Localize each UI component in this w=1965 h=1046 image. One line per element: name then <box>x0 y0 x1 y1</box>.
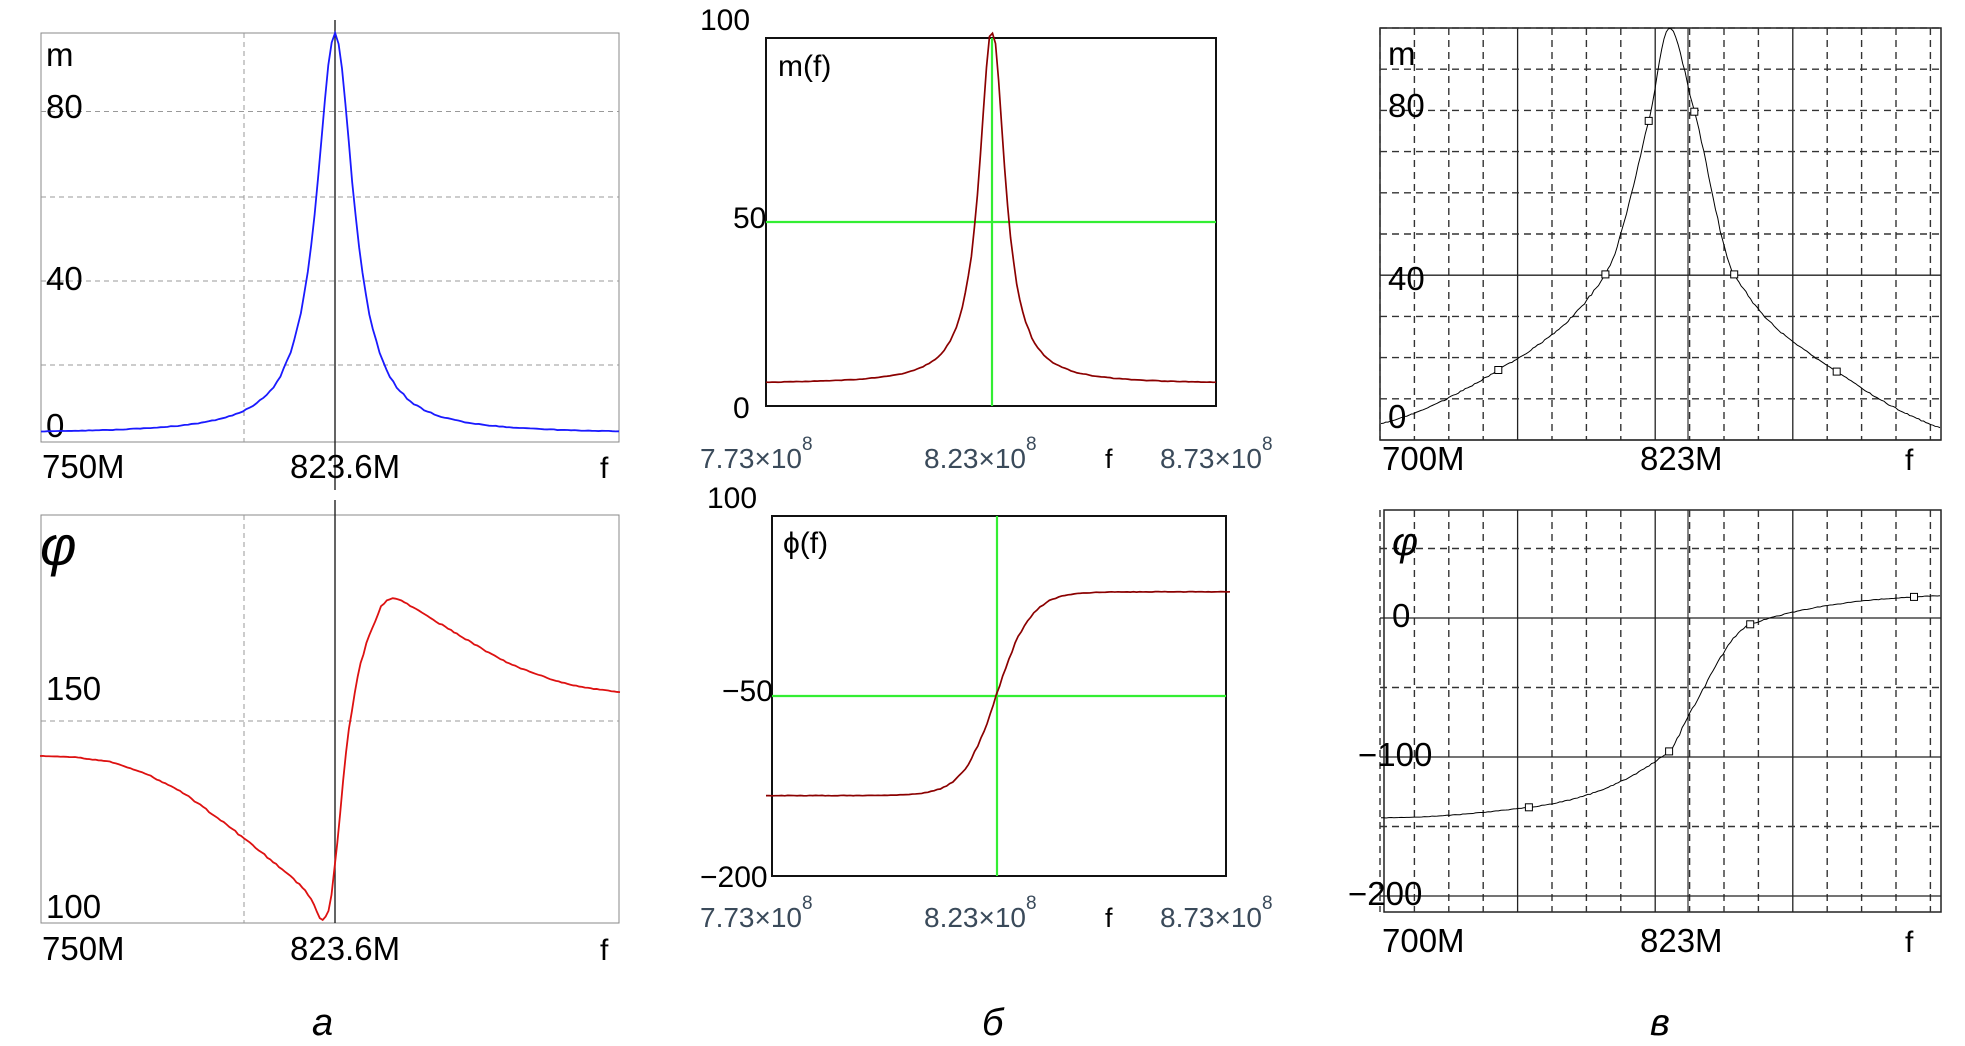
svg-text:40: 40 <box>46 260 83 297</box>
svg-text:700M: 700M <box>1382 440 1465 477</box>
svg-text:б: б <box>982 1002 1005 1041</box>
svg-text:f: f <box>1105 903 1113 933</box>
svg-text:100: 100 <box>707 482 757 515</box>
svg-text:8: 8 <box>1262 893 1273 914</box>
svg-text:700M: 700M <box>1382 922 1465 959</box>
svg-text:f: f <box>600 452 609 485</box>
svg-text:−50: −50 <box>722 675 773 708</box>
svg-text:m(f): m(f) <box>778 50 831 83</box>
svg-text:150: 150 <box>46 670 101 707</box>
svg-text:8.73×10: 8.73×10 <box>1160 443 1262 474</box>
svg-text:750M: 750M <box>42 930 125 967</box>
svg-text:50: 50 <box>733 202 766 235</box>
svg-text:8: 8 <box>1026 893 1037 914</box>
svg-text:823M: 823M <box>1640 922 1723 959</box>
svg-text:в: в <box>1650 1002 1670 1041</box>
svg-text:8: 8 <box>802 893 813 914</box>
svg-text:f: f <box>1905 926 1914 959</box>
svg-text:100: 100 <box>46 888 101 925</box>
svg-text:7.73×10: 7.73×10 <box>700 443 802 474</box>
svg-text:f: f <box>1905 444 1914 477</box>
svg-text:0: 0 <box>1392 597 1410 634</box>
svg-text:823.6M: 823.6M <box>290 930 400 967</box>
svg-text:80: 80 <box>1388 87 1425 124</box>
svg-text:φ: φ <box>40 514 77 577</box>
svg-text:8: 8 <box>1262 434 1273 455</box>
svg-text:ϕ(f): ϕ(f) <box>783 527 828 560</box>
svg-text:f: f <box>1105 444 1113 474</box>
svg-text:m: m <box>1388 35 1416 72</box>
svg-text:8: 8 <box>1026 434 1037 455</box>
svg-text:100: 100 <box>700 4 750 37</box>
svg-text:8: 8 <box>802 434 813 455</box>
svg-text:80: 80 <box>46 88 83 125</box>
svg-text:7.73×10: 7.73×10 <box>700 902 802 933</box>
svg-text:8.23×10: 8.23×10 <box>924 902 1026 933</box>
svg-text:m: m <box>46 36 74 73</box>
svg-text:−200: −200 <box>700 861 768 894</box>
svg-text:0: 0 <box>46 407 64 444</box>
svg-text:750M: 750M <box>42 448 125 485</box>
svg-text:0: 0 <box>733 392 750 425</box>
svg-text:a: a <box>312 1002 333 1041</box>
svg-text:−200: −200 <box>1348 875 1422 912</box>
svg-text:−100: −100 <box>1358 736 1432 773</box>
svg-text:8.23×10: 8.23×10 <box>924 443 1026 474</box>
svg-text:823M: 823M <box>1640 440 1723 477</box>
svg-text:40: 40 <box>1388 260 1425 297</box>
svg-text:f: f <box>600 934 609 967</box>
svg-text:φ: φ <box>1392 520 1418 564</box>
svg-text:8.73×10: 8.73×10 <box>1160 902 1262 933</box>
svg-text:823.6M: 823.6M <box>290 448 400 485</box>
